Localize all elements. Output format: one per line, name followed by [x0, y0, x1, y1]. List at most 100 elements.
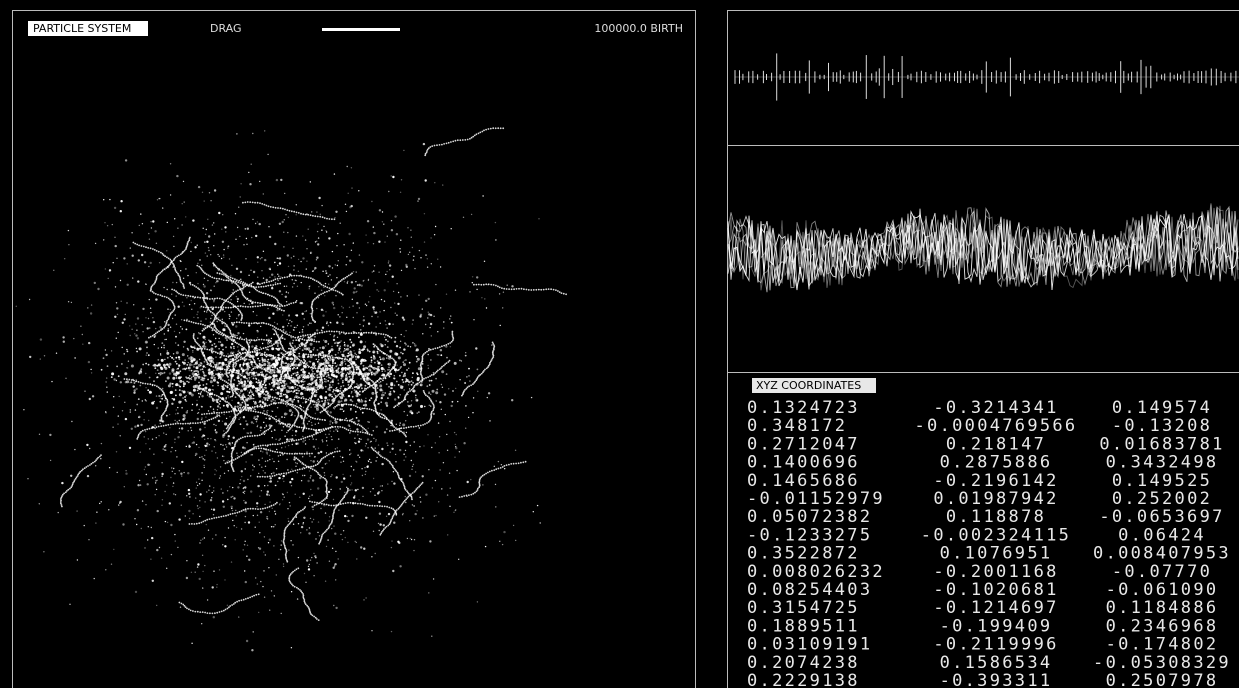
particle [370, 442, 371, 443]
particle [443, 462, 444, 463]
particle [240, 423, 242, 425]
particle [407, 345, 409, 347]
particle [355, 358, 357, 360]
particle [105, 268, 106, 269]
particle [249, 183, 251, 185]
particle [343, 410, 344, 411]
particle [199, 259, 200, 260]
particle [212, 538, 213, 539]
particle [409, 252, 410, 253]
particle [303, 517, 305, 519]
particle [291, 390, 293, 392]
particle [313, 404, 314, 405]
particle [367, 421, 368, 422]
particle [175, 389, 177, 391]
particle [411, 460, 412, 461]
particle [332, 267, 333, 268]
particle [131, 379, 133, 381]
particle [259, 496, 260, 497]
particle [221, 258, 222, 259]
particle [371, 361, 373, 363]
particle [456, 470, 457, 471]
particle [279, 367, 281, 369]
particle [343, 391, 345, 393]
particle [371, 316, 372, 317]
particle [352, 401, 354, 403]
particle [147, 389, 149, 391]
particle [248, 324, 250, 326]
particle [415, 513, 417, 515]
particle [274, 397, 276, 399]
particle [286, 432, 287, 433]
particle [161, 558, 162, 559]
particle [198, 447, 199, 448]
particle [204, 376, 205, 377]
particle [241, 452, 242, 453]
particle [334, 393, 336, 395]
particle [379, 523, 381, 525]
particle [378, 501, 380, 503]
particle [379, 388, 382, 391]
particle [314, 377, 316, 379]
particle [234, 356, 236, 358]
particle [330, 334, 331, 335]
particle [187, 391, 188, 392]
particle [279, 223, 281, 225]
particle [305, 437, 307, 439]
particle [337, 364, 338, 365]
particle [275, 378, 278, 381]
particle [357, 284, 358, 285]
particle [145, 504, 146, 505]
particle [290, 303, 292, 305]
particle [284, 442, 286, 444]
particle [170, 524, 172, 526]
particle [145, 373, 146, 374]
particle [315, 354, 317, 356]
particle [167, 324, 169, 326]
particle [191, 394, 194, 397]
particle [122, 410, 123, 411]
particle [349, 354, 351, 356]
particle [252, 372, 254, 374]
particle [282, 326, 284, 328]
particle [303, 337, 304, 338]
particle [378, 241, 380, 243]
particle [463, 217, 464, 218]
particle [344, 390, 346, 392]
particle [290, 335, 292, 337]
particle [236, 318, 237, 319]
particle [395, 313, 396, 314]
particle [173, 482, 174, 483]
particle [158, 435, 159, 436]
particle [175, 314, 176, 315]
particle [269, 495, 270, 496]
particle [452, 331, 454, 333]
particle [113, 396, 114, 397]
particle [242, 402, 244, 404]
particle [287, 366, 289, 368]
particle [349, 359, 351, 361]
particle [191, 410, 192, 411]
particle [168, 298, 170, 300]
particle [344, 515, 346, 517]
particle [364, 467, 365, 468]
particle [540, 522, 541, 523]
particle [264, 380, 266, 382]
particle [250, 270, 251, 271]
particle [206, 524, 207, 525]
particle [229, 486, 230, 487]
particle [349, 454, 350, 455]
particle [310, 355, 313, 358]
particle [246, 322, 248, 324]
particle [359, 384, 362, 387]
particle [167, 357, 169, 359]
particle [285, 362, 287, 364]
particle [151, 537, 153, 539]
particle [130, 335, 131, 336]
particle [253, 423, 254, 424]
particle [229, 359, 231, 361]
particle [350, 346, 352, 348]
particle [275, 503, 277, 505]
particle [310, 343, 313, 346]
particle [284, 305, 286, 307]
